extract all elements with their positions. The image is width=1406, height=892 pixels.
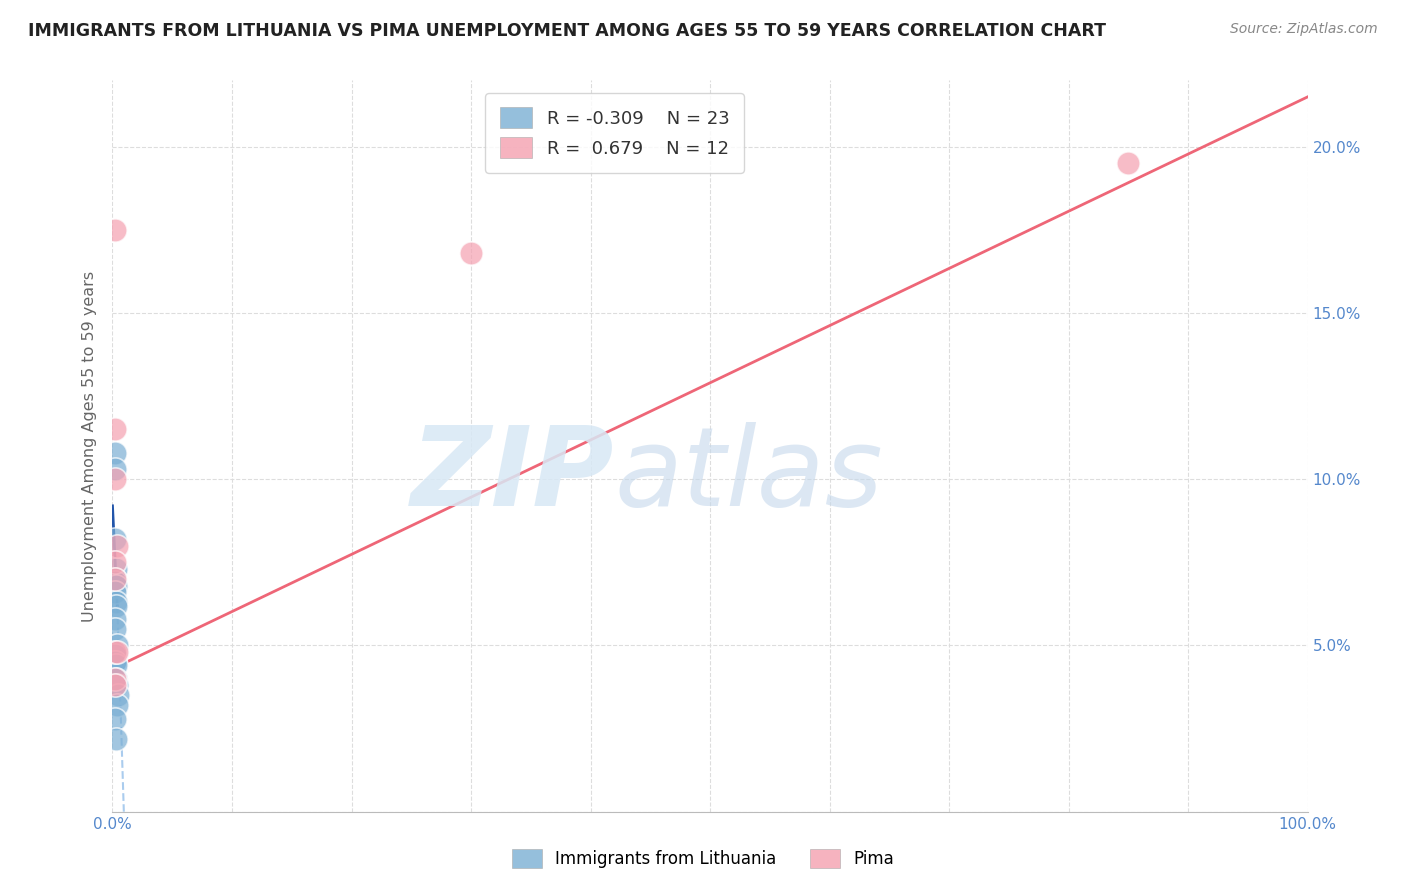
Point (104, 575, 127, 590)
Point (104, 612, 127, 626)
Point (105, 595, 128, 609)
Point (1118, 156, 1140, 170)
Point (104, 622, 127, 636)
Point (107, 689, 129, 703)
Point (105, 645, 128, 659)
Point (104, 648, 127, 663)
Point (105, 579, 128, 593)
Point (104, 472, 127, 486)
Point (104, 572, 127, 586)
Text: atlas: atlas (614, 422, 883, 529)
Point (105, 672, 128, 686)
Point (105, 539, 128, 553)
Text: Source: ZipAtlas.com: Source: ZipAtlas.com (1230, 22, 1378, 37)
Point (104, 462, 127, 476)
Point (104, 672, 127, 686)
Legend: Immigrants from Lithuania, Pima: Immigrants from Lithuania, Pima (505, 842, 901, 875)
Point (105, 639, 128, 653)
Point (105, 562, 128, 576)
Point (105, 658, 128, 673)
Point (104, 422, 127, 436)
Point (104, 585, 127, 599)
Point (105, 678, 128, 692)
Point (104, 655, 127, 669)
Point (104, 555, 127, 569)
Point (104, 678, 127, 692)
Point (104, 572, 127, 586)
Point (104, 655, 127, 669)
Point (104, 712, 127, 726)
Y-axis label: Unemployment Among Ages 55 to 59 years: Unemployment Among Ages 55 to 59 years (82, 270, 97, 622)
Legend: R = -0.309    N = 23, R =  0.679    N = 12: R = -0.309 N = 23, R = 0.679 N = 12 (485, 93, 744, 172)
Text: IMMIGRANTS FROM LITHUANIA VS PIMA UNEMPLOYMENT AMONG AGES 55 TO 59 YEARS CORRELA: IMMIGRANTS FROM LITHUANIA VS PIMA UNEMPL… (28, 22, 1107, 40)
Point (104, 445, 127, 459)
Point (105, 731, 128, 746)
Point (104, 532, 127, 546)
Point (105, 599, 128, 613)
Point (105, 698, 128, 713)
Point (104, 223, 127, 237)
Text: ZIP: ZIP (411, 422, 614, 529)
Point (104, 645, 127, 659)
Point (460, 246, 482, 260)
